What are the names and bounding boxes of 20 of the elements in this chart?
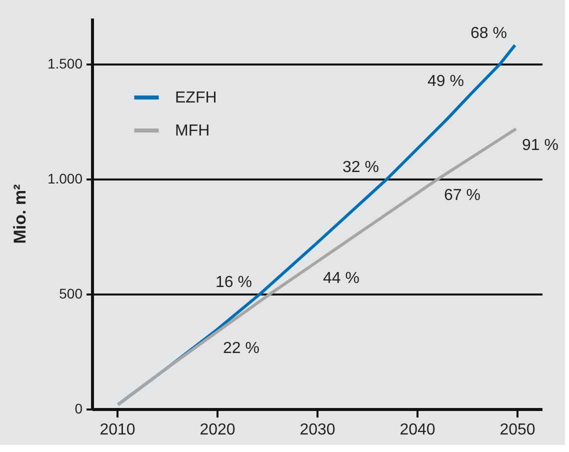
annotation: 44 % bbox=[323, 270, 360, 287]
x-tick-label: 2050 bbox=[500, 422, 536, 438]
x-tick-label: 2020 bbox=[200, 422, 236, 438]
annotation: 49 % bbox=[428, 72, 464, 90]
annotation: 16 % bbox=[216, 274, 252, 291]
legend-label: EZFH bbox=[175, 90, 217, 106]
annotation: 68 % bbox=[470, 25, 507, 42]
annotation: 32 % bbox=[342, 159, 379, 176]
y-tick-label: 0 bbox=[74, 400, 83, 416]
legend-label: MFH bbox=[175, 122, 210, 140]
annotation: 22 % bbox=[223, 340, 260, 357]
x-tick-label: 2040 bbox=[400, 422, 436, 438]
y-axis-title: Mio. m² bbox=[10, 184, 30, 244]
annotation: 91 % bbox=[522, 136, 558, 154]
x-tick-label: 2010 bbox=[100, 422, 136, 438]
y-tick-label: 1.500 bbox=[47, 56, 83, 72]
y-tick-label: 500 bbox=[59, 286, 83, 302]
y-tick-label: 1.000 bbox=[47, 170, 83, 186]
annotation: 67 % bbox=[444, 187, 480, 204]
x-tick-label: 2030 bbox=[300, 422, 336, 438]
